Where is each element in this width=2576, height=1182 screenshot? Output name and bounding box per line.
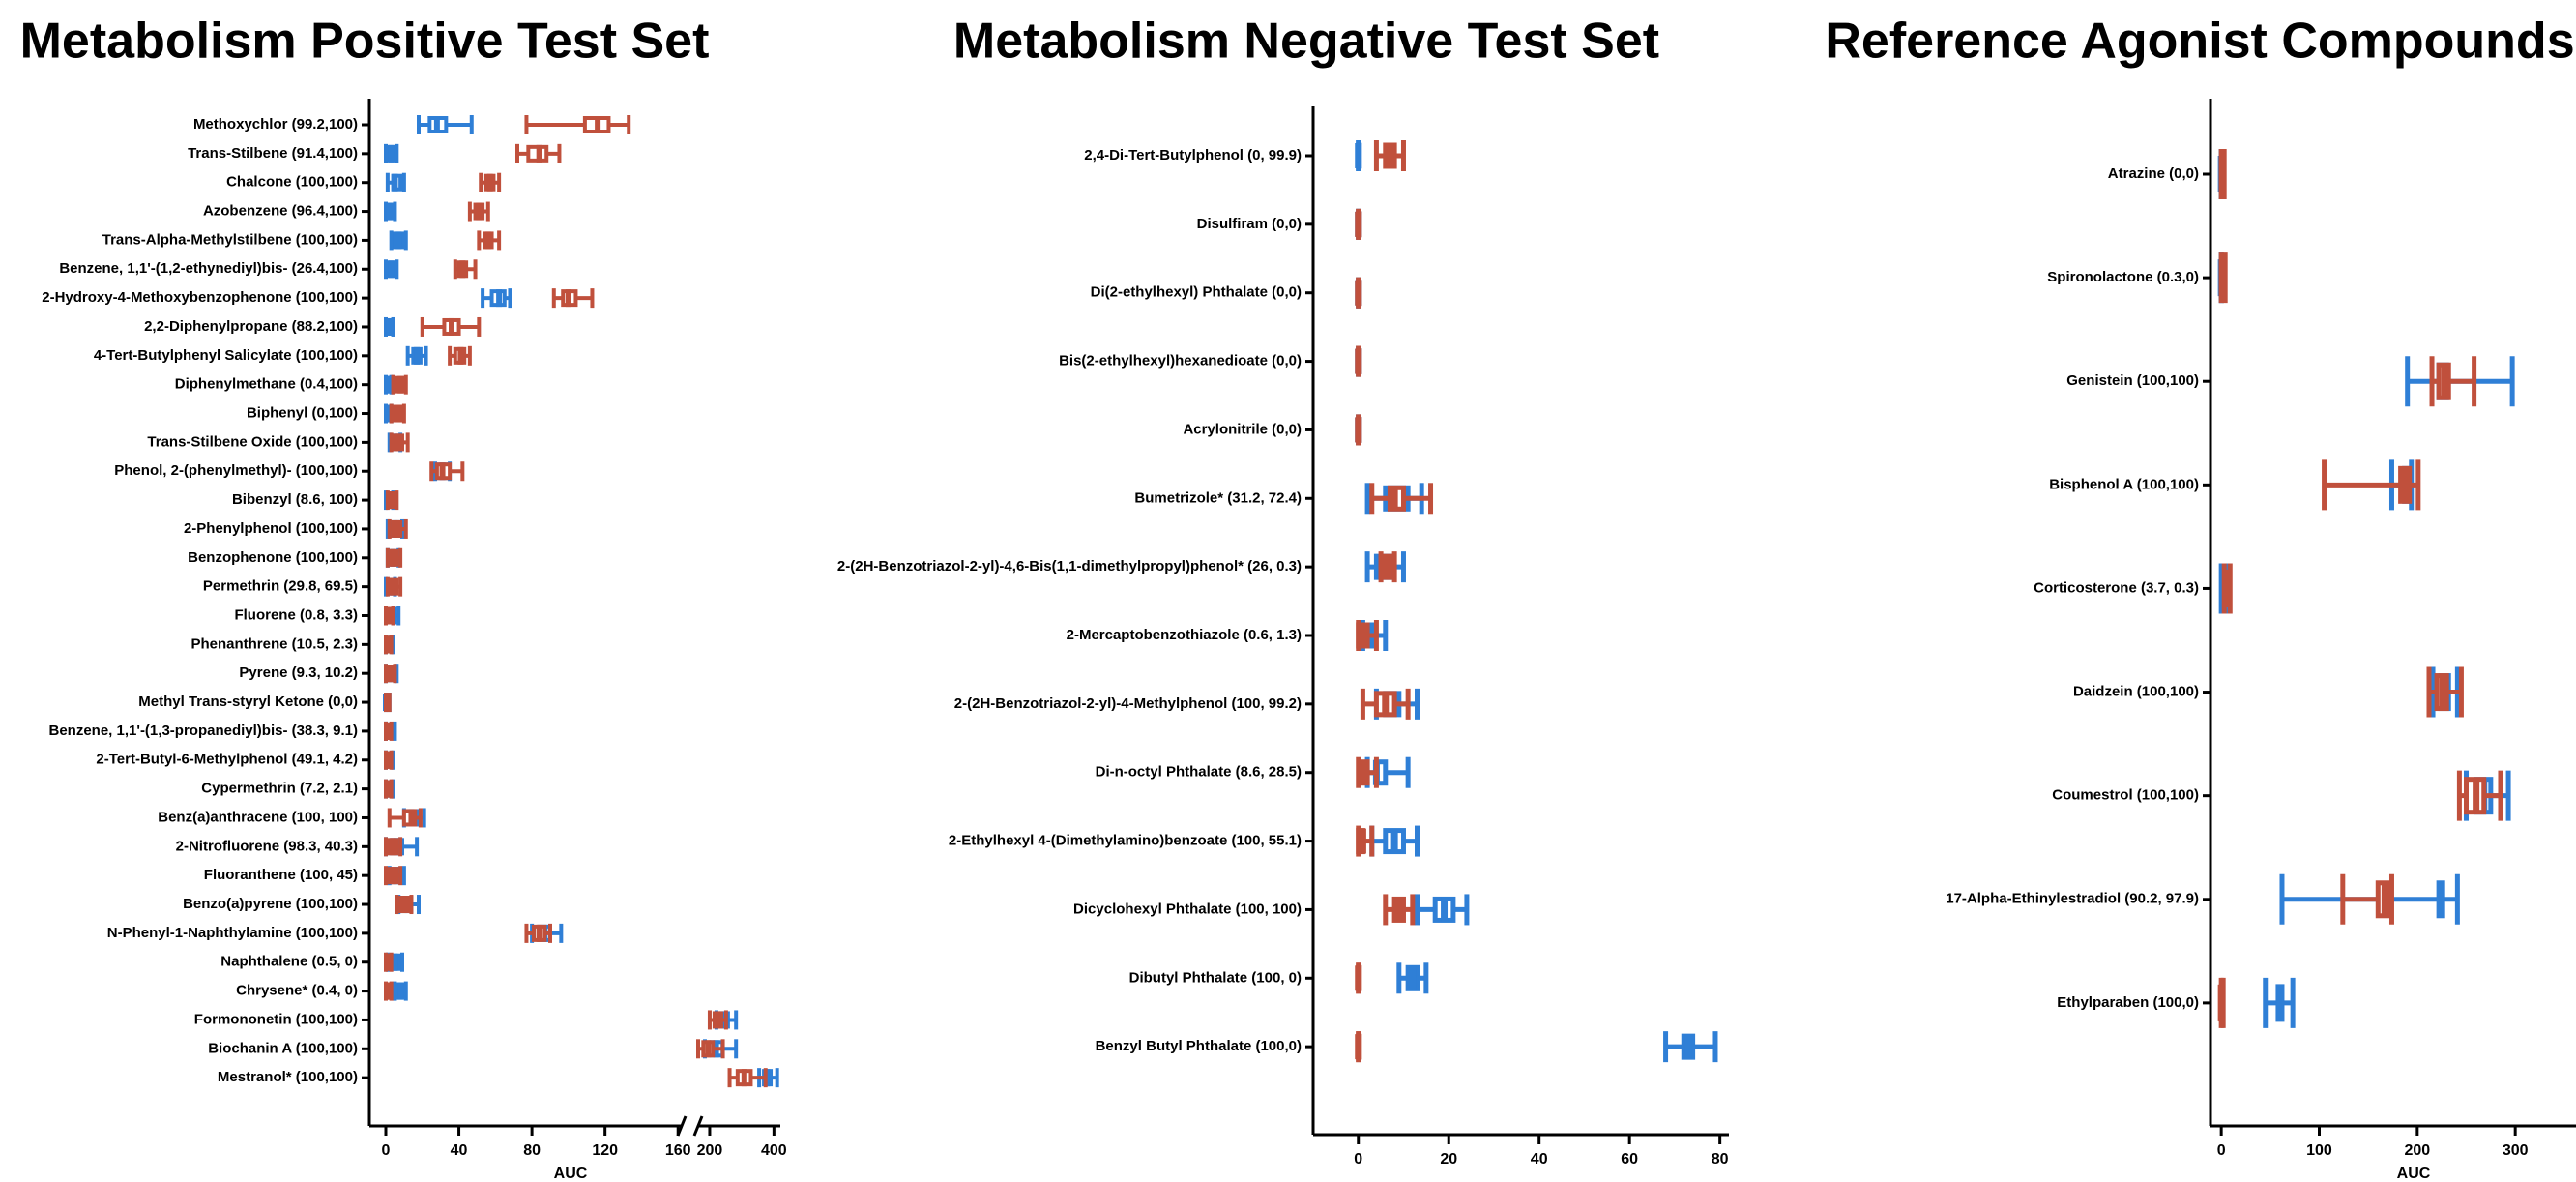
- category-label: Benzene, 1,1'-(1,3-propanediyl)bis- (38.…: [49, 723, 359, 739]
- category-label: 2,2-Diphenylpropane (88.2,100): [144, 318, 358, 335]
- category-label: Diphenylmethane (0.4,100): [175, 376, 358, 393]
- x-tick-label: 40: [1531, 1151, 1548, 1167]
- x-tick-label: 20: [1440, 1151, 1457, 1167]
- category-label: 2-(2H-Benzotriazol-2-yl)-4,6-Bis(1,1-dim…: [837, 558, 1302, 575]
- x-axis-label: AUC: [2397, 1166, 2431, 1182]
- category-label: Chrysene* (0.4, 0): [236, 983, 358, 999]
- category-label: Bibenzyl (8.6, 100): [232, 491, 358, 508]
- category-label: Methoxychlor (99.2,100): [193, 116, 358, 133]
- x-tick-label: 120: [592, 1142, 618, 1159]
- x-tick-label: 0: [2217, 1142, 2226, 1159]
- category-label: Benzophenone (100,100): [188, 549, 358, 566]
- x-tick-label: 400: [761, 1142, 787, 1159]
- category-label: Bis(2-ethylhexyl)hexanedioate (0,0): [1059, 353, 1302, 369]
- category-label: Ethylparaben (100,0): [2057, 994, 2199, 1011]
- category-label: Disulfiram (0,0): [1197, 216, 1302, 232]
- category-label: Permethrin (29.8, 69.5): [203, 578, 358, 595]
- category-label: 2,4-Di-Tert-Butylphenol (0, 99.9): [1084, 147, 1302, 163]
- x-tick-label: 60: [1621, 1151, 1638, 1167]
- category-label: Trans-Stilbene Oxide (100,100): [147, 433, 358, 450]
- category-label: Benzene, 1,1'-(1,2-ethynediyl)bis- (26.4…: [59, 260, 358, 277]
- category-label: Bumetrizole* (31.2, 72.4): [1134, 489, 1302, 506]
- x-tick-label: 80: [1712, 1151, 1729, 1167]
- category-label: Di-n-octyl Phthalate (8.6, 28.5): [1096, 764, 1302, 781]
- category-label: Biochanin A (100,100): [208, 1040, 358, 1056]
- category-label: Biphenyl (0,100): [247, 404, 358, 421]
- x-tick-label: 0: [1354, 1151, 1362, 1167]
- category-label: Di(2-ethylhexyl) Phthalate (0,0): [1091, 284, 1302, 301]
- category-label: Benzyl Butyl Phthalate (100,0): [1096, 1038, 1302, 1054]
- category-label: Fluorene (0.8, 3.3): [234, 606, 358, 623]
- x-tick-label: 200: [2404, 1142, 2430, 1159]
- category-label: Methyl Trans-styryl Ketone (0,0): [138, 694, 358, 710]
- x-tick-label: 40: [451, 1142, 468, 1159]
- category-label: Pyrene (9.3, 10.2): [239, 665, 358, 681]
- category-label: 2-Hydroxy-4-Methoxybenzophenone (100,100…: [42, 289, 358, 306]
- category-label: Coumestrol (100,100): [2052, 787, 2199, 804]
- category-label: Mestranol* (100,100): [218, 1069, 358, 1085]
- chart-title: Metabolism Negative Test Set: [953, 14, 1659, 70]
- category-label: Cypermethrin (7.2, 2.1): [201, 781, 358, 797]
- category-label: Genistein (100,100): [2066, 372, 2199, 389]
- category-label: Spironolactone (0.3,0): [2047, 269, 2199, 285]
- axis-break: [676, 1115, 688, 1137]
- x-tick-label: 300: [2503, 1142, 2529, 1159]
- category-label: Bisphenol A (100,100): [2049, 476, 2199, 492]
- chart-title: Metabolism Positive Test Set: [20, 14, 710, 70]
- category-label: Formononetin (100,100): [194, 1011, 358, 1027]
- category-label: 2-Phenylphenol (100,100): [184, 520, 358, 537]
- category-label: N-Phenyl-1-Naphthylamine (100,100): [107, 925, 358, 941]
- x-axis-label: AUC: [554, 1166, 588, 1182]
- x-tick-label: 160: [665, 1142, 691, 1159]
- category-label: 17-Alpha-Ethinylestradiol (90.2, 97.9): [1946, 891, 2199, 907]
- x-tick-label: 80: [523, 1142, 541, 1159]
- category-label: 2-(2H-Benzotriazol-2-yl)-4-Methylphenol …: [954, 695, 1302, 712]
- category-label: 2-Tert-Butyl-6-Methylphenol (49.1, 4.2): [96, 752, 358, 768]
- category-label: Chalcone (100,100): [226, 174, 358, 191]
- category-label: Atrazine (0,0): [2108, 165, 2199, 182]
- category-label: Benzo(a)pyrene (100,100): [183, 896, 358, 912]
- x-tick-label: 100: [2306, 1142, 2332, 1159]
- category-label: 2-Mercaptobenzothiazole (0.6, 1.3): [1067, 627, 1302, 643]
- category-label: Azobenzene (96.4,100): [203, 203, 358, 220]
- x-tick-label: 0: [382, 1142, 391, 1159]
- category-label: 4-Tert-Butylphenyl Salicylate (100,100): [94, 347, 358, 364]
- category-label: Naphthalene (0.5, 0): [220, 954, 358, 970]
- category-label: 2-Ethylhexyl 4-(Dimethylamino)benzoate (…: [949, 833, 1302, 849]
- x-tick-label: 200: [697, 1142, 723, 1159]
- category-label: 2-Nitrofluorene (98.3, 40.3): [176, 838, 358, 854]
- category-label: Corticosterone (3.7, 0.3): [2034, 579, 2199, 596]
- category-label: Phenanthrene (10.5, 2.3): [190, 635, 358, 652]
- category-label: Dibutyl Phthalate (100, 0): [1129, 969, 1302, 986]
- axis-break: [692, 1115, 704, 1137]
- category-label: Trans-Alpha-Methylstilbene (100,100): [102, 231, 358, 248]
- category-label: Daidzein (100,100): [2073, 684, 2199, 700]
- category-label: Fluoranthene (100, 45): [204, 867, 358, 883]
- category-label: Phenol, 2-(phenylmethyl)- (100,100): [114, 462, 358, 479]
- category-label: Benz(a)anthracene (100, 100): [158, 809, 358, 825]
- category-label: Acrylonitrile (0,0): [1183, 421, 1302, 437]
- category-label: Trans-Stilbene (91.4,100): [188, 145, 358, 162]
- chart-title: Reference Agonist Compounds: [1825, 14, 2574, 70]
- category-label: Dicyclohexyl Phthalate (100, 100): [1073, 901, 1302, 917]
